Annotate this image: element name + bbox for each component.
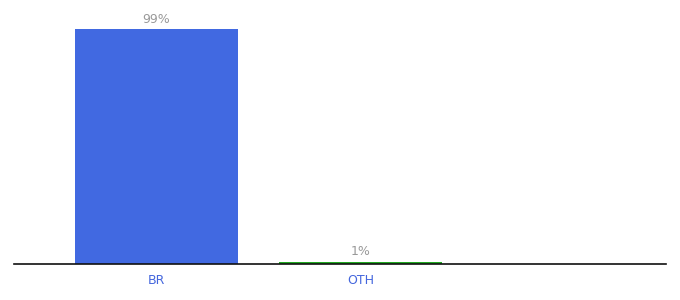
Text: 99%: 99% <box>143 13 170 26</box>
Bar <box>279 262 442 264</box>
Text: 1%: 1% <box>350 245 371 258</box>
Bar <box>75 29 238 264</box>
